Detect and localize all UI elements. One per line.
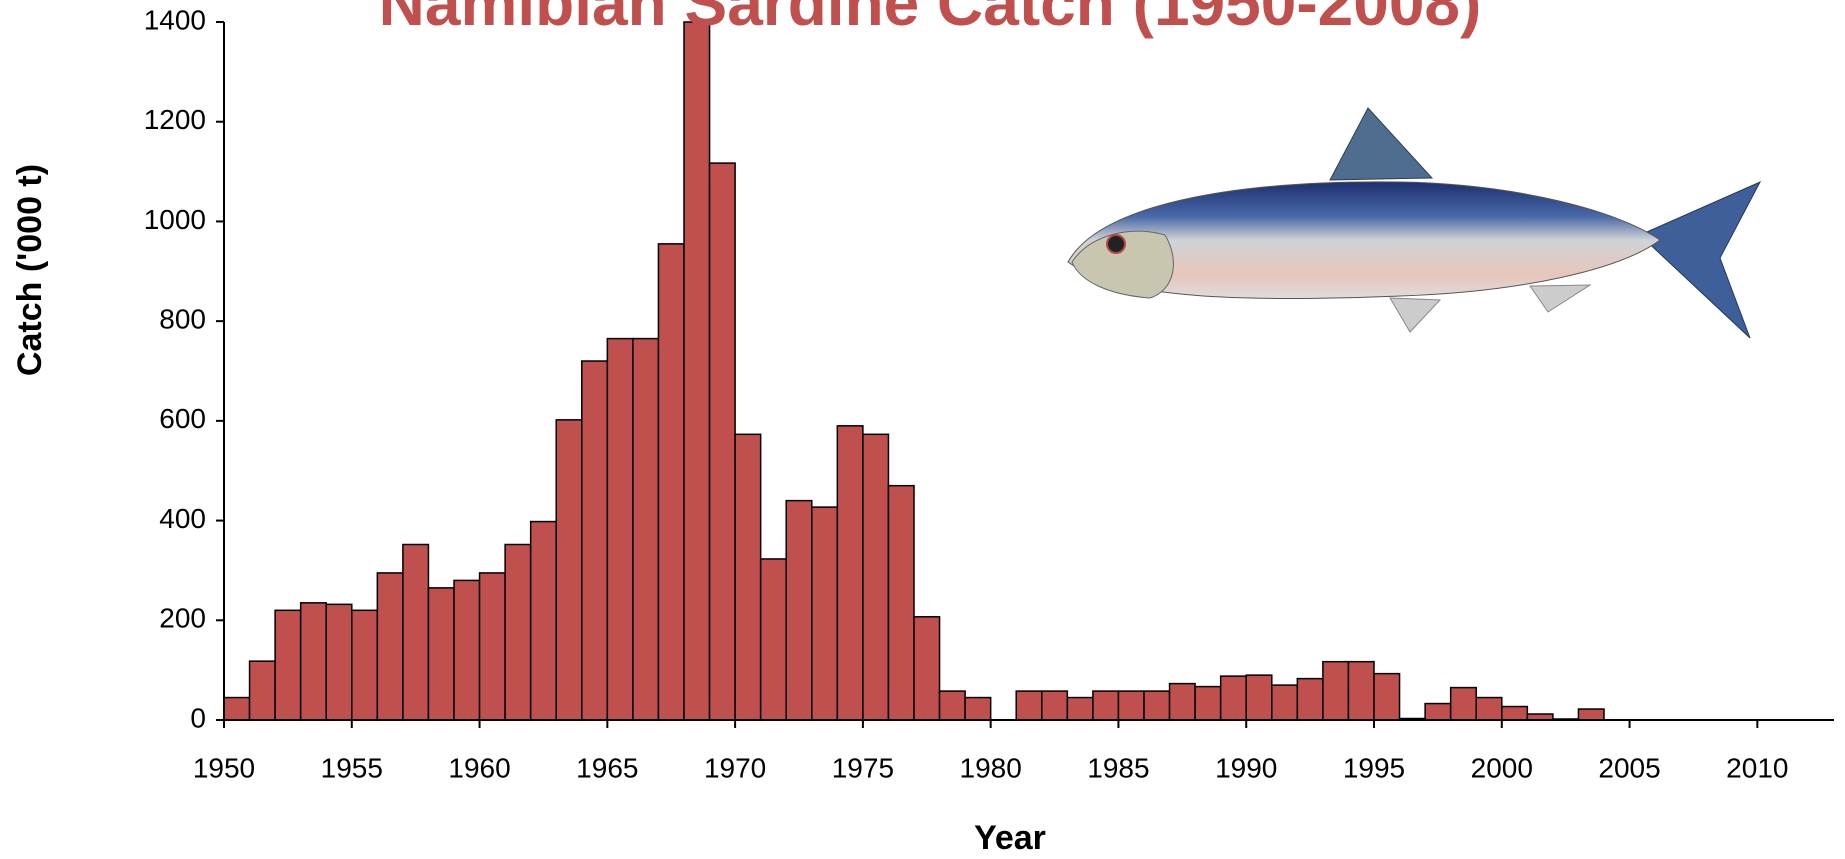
x-tick-label: 1975 [832, 752, 894, 783]
x-tick-label: 1995 [1343, 752, 1405, 783]
chart-title: Namibian Sardine Catch (1950-2008) [379, 0, 1482, 39]
bar [734, 433, 762, 721]
y-tick-label: 1000 [144, 204, 206, 235]
bar [1066, 696, 1094, 721]
bar [529, 520, 557, 721]
x-tick-label: 1970 [704, 752, 766, 783]
bar [1143, 690, 1171, 721]
bar [1449, 686, 1477, 721]
bar [555, 419, 583, 721]
bar [862, 433, 890, 721]
bar [376, 572, 404, 721]
x-tick-label: 2010 [1726, 752, 1788, 783]
bar [836, 425, 864, 721]
bar [759, 558, 787, 721]
bar [1475, 696, 1503, 721]
bar [683, 21, 711, 721]
x-tick-label: 1985 [1087, 752, 1149, 783]
bar [964, 696, 992, 721]
bar [427, 587, 455, 721]
bar [504, 543, 532, 721]
bar [478, 572, 506, 721]
plot-area: 0 200 400 600 800 1000 1200 1400 1950 1955 1960 196… [144, 4, 1834, 783]
bar [1322, 660, 1350, 721]
bar [274, 609, 302, 721]
y-tick-label: 1400 [144, 4, 206, 35]
bar [299, 602, 327, 721]
bar [708, 162, 736, 721]
bar [325, 603, 353, 721]
bar [1577, 708, 1605, 721]
bar [1424, 702, 1452, 721]
x-tick-label: 1965 [576, 752, 638, 783]
bar [402, 543, 430, 721]
bar [1271, 684, 1299, 721]
bar [632, 337, 660, 721]
x-tick-label: 1960 [448, 752, 510, 783]
x-tick-label: 1980 [960, 752, 1022, 783]
bar [811, 506, 839, 721]
bar [1194, 685, 1222, 721]
bar [657, 243, 685, 721]
x-tick-label: 2005 [1598, 752, 1660, 783]
bar [351, 609, 379, 721]
x-axis-title: Year [974, 819, 1046, 857]
bar [938, 690, 966, 721]
x-tick-label: 1955 [321, 752, 383, 783]
bar [785, 499, 813, 721]
bar [223, 696, 251, 721]
bar [1501, 705, 1529, 721]
bar [1296, 677, 1324, 721]
bar [887, 484, 915, 721]
y-tick-label: 0 [190, 702, 206, 733]
y-tick-label: 200 [159, 603, 206, 634]
bar [1092, 690, 1120, 721]
bar [913, 616, 941, 721]
bar [581, 360, 609, 721]
bar [606, 337, 634, 721]
bar [1219, 675, 1247, 721]
y-tick-label: 1200 [144, 104, 206, 135]
bar [1347, 660, 1375, 721]
bar [1168, 682, 1196, 721]
bar [1041, 690, 1069, 721]
x-tick-label: 2000 [1471, 752, 1533, 783]
bar [453, 579, 481, 721]
bar [1015, 690, 1043, 721]
y-axis-title: Catch ('000 t) [11, 164, 49, 376]
x-tick-label: 1950 [193, 752, 255, 783]
y-tick-label: 400 [159, 503, 206, 534]
fish-illustration [1067, 107, 1762, 339]
bar [248, 660, 276, 721]
bar [1117, 690, 1145, 721]
y-tick-label: 800 [159, 304, 206, 335]
y-tick-label: 600 [159, 403, 206, 434]
x-tick-label: 1990 [1215, 752, 1277, 783]
bar [1373, 672, 1401, 721]
bar [1245, 674, 1273, 721]
